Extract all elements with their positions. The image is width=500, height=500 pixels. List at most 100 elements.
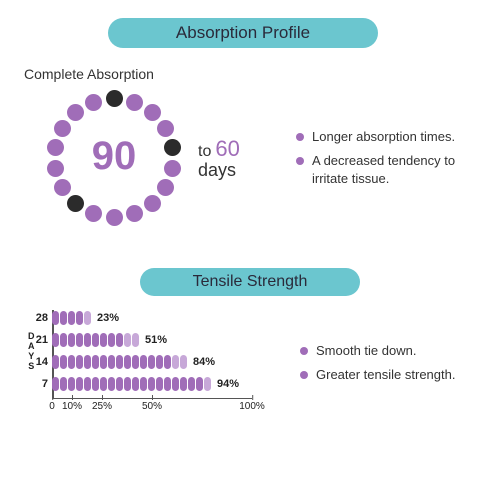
bar-pill [132,333,139,347]
ring-dot [106,90,123,107]
x-tick: 100% [239,401,265,412]
ring-dot [47,160,64,177]
bar-pill [60,377,67,391]
bar-pill [92,355,99,369]
bar-pill [164,355,171,369]
bar-pill [52,377,59,391]
bar-pill [124,333,131,347]
ring-dot [85,94,102,111]
bar-pill [76,311,83,325]
bar-pill [124,355,131,369]
x-tick: 25% [92,401,112,412]
bar-pill [188,377,195,391]
bar-pill [124,377,131,391]
ring-dot [54,120,71,137]
bar-percent-label: 84% [193,356,215,368]
ring-dot [47,139,64,156]
x-tick: 10% [62,401,82,412]
ring-dot [126,205,143,222]
bar-pill [52,355,59,369]
bar-pill [76,333,83,347]
bar-pill [68,355,75,369]
bar-pill [156,377,163,391]
tensile-strength-banner: Tensile Strength [140,268,360,296]
bar-percent-label: 51% [145,334,167,346]
bar-pill [132,355,139,369]
bar-pill [148,377,155,391]
ring-dot [126,94,143,111]
bar-pill [76,377,83,391]
sixty-text: 60 [215,136,239,162]
bar-pill [108,377,115,391]
bar-percent-label: 23% [97,312,119,324]
chart-bars-container: 2823%2151%1484%794% [30,310,260,392]
bar-pill [100,377,107,391]
tensile-strength-chart: DAYS 2823%2151%1484%794% 010%25%50%100% [30,310,260,412]
ring-dot [54,179,71,196]
bar-row: 7 94% [30,376,260,392]
bar-pill [52,333,59,347]
bar-pill [148,355,155,369]
x-tick: 50% [142,401,162,412]
bar-track [52,354,187,370]
to-days-label: to 60 days [198,136,240,181]
bullet-item: Smooth tie down. [300,342,470,360]
absorption-bullets: Longer absorption times. A decreased ten… [296,128,476,195]
bar-pill [60,311,67,325]
bar-pill [68,333,75,347]
ring-center-number: 90 [44,134,184,179]
bar-pill [60,355,67,369]
ring-dot [157,120,174,137]
ring-dot [67,195,84,212]
bar-pill [140,355,147,369]
bar-pill [100,355,107,369]
bar-pill [132,377,139,391]
bar-track [52,332,139,348]
bar-pill [84,377,91,391]
bar-pill [92,377,99,391]
bullet-item: A decreased tendency to irritate tissue. [296,152,476,188]
ring-dot [144,195,161,212]
bar-pill [92,333,99,347]
bar-pill [156,355,163,369]
bar-pill [116,333,123,347]
bar-track [52,310,91,326]
x-axis: 010%25%50%100% [52,398,252,412]
bar-pill [204,377,211,391]
ring-dot [106,209,123,226]
complete-absorption-subtitle: Complete Absorption [24,66,154,82]
bar-pill [180,355,187,369]
bar-pill [84,355,91,369]
bar-percent-label: 94% [217,378,239,390]
bar-pill [196,377,203,391]
bar-pill [100,333,107,347]
bar-pill [84,333,91,347]
ring-dot [144,104,161,121]
bullet-item: Greater tensile strength. [300,366,470,384]
ring-dot [67,104,84,121]
bar-pill [180,377,187,391]
bar-pill [84,311,91,325]
bar-pill [52,311,59,325]
bar-pill [172,377,179,391]
ring-dot [85,205,102,222]
bar-row: 1484% [30,354,260,370]
x-tick: 0 [49,401,55,412]
bar-day-label: 7 [30,378,48,390]
to-text: to [198,143,211,161]
y-axis-title-days: DAYS [28,332,36,372]
bar-pill [116,355,123,369]
bar-pill [108,333,115,347]
bar-pill [172,355,179,369]
bar-pill [76,355,83,369]
bar-pill [108,355,115,369]
tensile-bullets: Smooth tie down. Greater tensile strength… [300,342,470,390]
absorption-profile-banner: Absorption Profile [108,18,378,48]
bar-pill [68,377,75,391]
bar-pill [164,377,171,391]
bar-pill [60,333,67,347]
days-text: days [198,160,240,181]
bullet-item: Longer absorption times. [296,128,476,146]
absorption-days-ring: 90 [44,88,184,228]
ring-dot [157,179,174,196]
